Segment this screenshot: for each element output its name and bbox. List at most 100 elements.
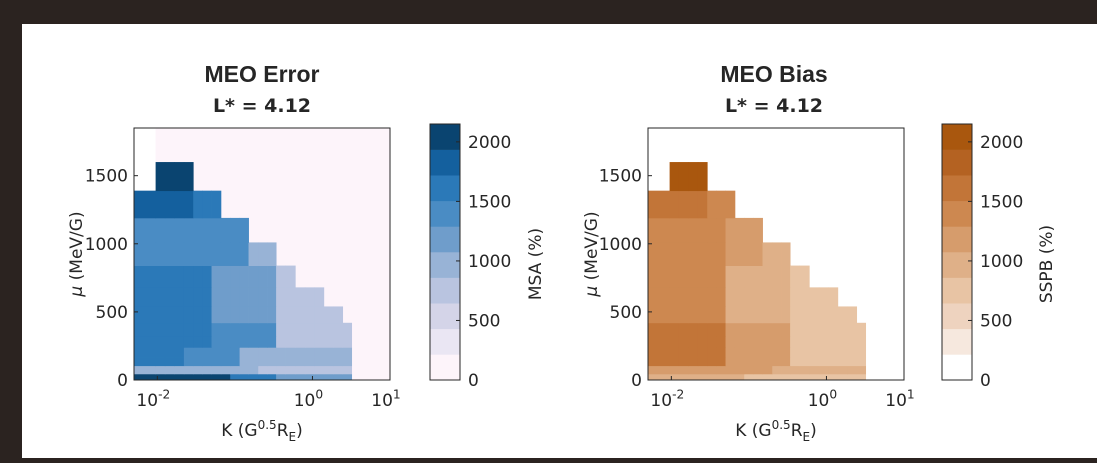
heatmap-cell [772, 365, 782, 375]
heatmap-cell [174, 306, 185, 324]
y-tick-label: 0 [631, 371, 642, 391]
heatmap-cell [183, 322, 194, 337]
heatmap-cell [174, 242, 185, 266]
heatmap-cell [707, 357, 717, 367]
heatmap-cell [239, 287, 249, 307]
heatmap-cell [164, 357, 175, 367]
heatmap-cell [248, 306, 259, 324]
heatmap-cell [155, 242, 166, 266]
heatmap-cell [193, 190, 203, 219]
heatmap-cell [837, 347, 848, 358]
heatmap-cell [314, 373, 325, 381]
heatmap-cell [847, 373, 858, 381]
heatmap-cell [716, 347, 726, 358]
heatmap-cell [716, 336, 726, 348]
heatmap-cell [174, 322, 185, 337]
heatmap-cell [678, 190, 689, 219]
heatmap-cell [342, 373, 353, 381]
x-tick-label: 10-2 [136, 387, 170, 411]
y-tick-label: 500 [96, 303, 128, 323]
heatmap-cell [258, 336, 268, 348]
heatmap-cell [295, 336, 306, 348]
heatmap-cell [678, 373, 689, 381]
heatmap-cell [734, 336, 745, 348]
heatmap-cell [734, 265, 745, 288]
colorbar-swatch [942, 277, 972, 304]
heatmap-cell [707, 322, 717, 337]
heatmap-cell [772, 265, 782, 288]
heatmap-cell [856, 336, 867, 348]
heatmap-cell [669, 347, 680, 358]
heatmap-cell [155, 190, 166, 219]
heatmap-cell [678, 265, 689, 288]
heatmap-cell [669, 265, 680, 288]
heatmap-cell [707, 336, 717, 348]
heatmap-cell [155, 365, 166, 375]
heatmap-cell [669, 365, 680, 375]
heatmap-cell [239, 306, 249, 324]
heatmap-cell [248, 265, 259, 288]
heatmap-cell [220, 357, 231, 367]
heatmap-cell [134, 217, 157, 243]
heatmap-cell [847, 322, 858, 337]
heatmap-cell [164, 162, 175, 192]
plot-frame [133, 127, 391, 381]
heatmap-cell [688, 365, 699, 375]
chart-title: MEO Error [204, 61, 319, 87]
colorbar-swatch [942, 149, 972, 176]
heatmap-cell [716, 357, 726, 367]
heatmap-cell [744, 357, 755, 367]
heatmap-cell [134, 242, 157, 266]
heatmap-cell [688, 242, 699, 266]
colorbar-swatch [942, 303, 972, 330]
heatmap-cell [267, 365, 277, 375]
heatmap-cell [678, 217, 689, 243]
heatmap-cell [828, 373, 839, 381]
heatmap-cell [707, 306, 717, 324]
heatmap-cell [276, 336, 286, 348]
heatmap-cell [688, 322, 699, 337]
heatmap-cell [258, 287, 268, 307]
heatmap-cell [342, 365, 353, 375]
heatmap-cell [193, 287, 203, 307]
heatmap-cell [753, 336, 763, 348]
heatmap-cell [669, 217, 680, 243]
heatmap-cell [837, 365, 848, 375]
heatmap-cell [342, 322, 353, 337]
heatmap-cell [239, 217, 249, 243]
heatmap-cell [193, 322, 203, 337]
heatmap-cell [304, 347, 315, 358]
heatmap-cell [856, 365, 867, 375]
heatmap-cell [744, 265, 755, 288]
y-axis-label: μ (MeV/G) [67, 211, 87, 297]
heatmap-cell [202, 242, 212, 266]
heatmap-cell [134, 347, 157, 358]
heatmap-cell [753, 347, 763, 358]
heatmap-cell [183, 265, 194, 288]
heatmap-cell [155, 287, 166, 307]
colorbar-swatch [430, 200, 460, 227]
heatmap-cell [669, 287, 680, 307]
heatmap-cell [164, 306, 175, 324]
heatmap-cell [697, 357, 708, 367]
heatmap-cell [134, 265, 157, 288]
heatmap-cell [211, 336, 222, 348]
colorbar-tick-label: 0 [980, 371, 991, 391]
colorbar-swatch [942, 200, 972, 227]
heatmap-cell [744, 322, 755, 337]
heatmap-cell [648, 322, 671, 337]
heatmap-cell [230, 242, 241, 266]
heatmap-cell [220, 242, 231, 266]
heatmap-cell [239, 336, 249, 348]
heatmap-cell [155, 373, 166, 381]
heatmap-cell [799, 265, 810, 288]
heatmap-cell [847, 365, 858, 375]
heatmap-cell [716, 322, 726, 337]
heatmap-cell [725, 322, 736, 337]
heatmap-cell [790, 347, 800, 358]
heatmap-cell [267, 357, 277, 367]
heatmap-cell [193, 365, 203, 375]
heatmap-cell [333, 365, 344, 375]
